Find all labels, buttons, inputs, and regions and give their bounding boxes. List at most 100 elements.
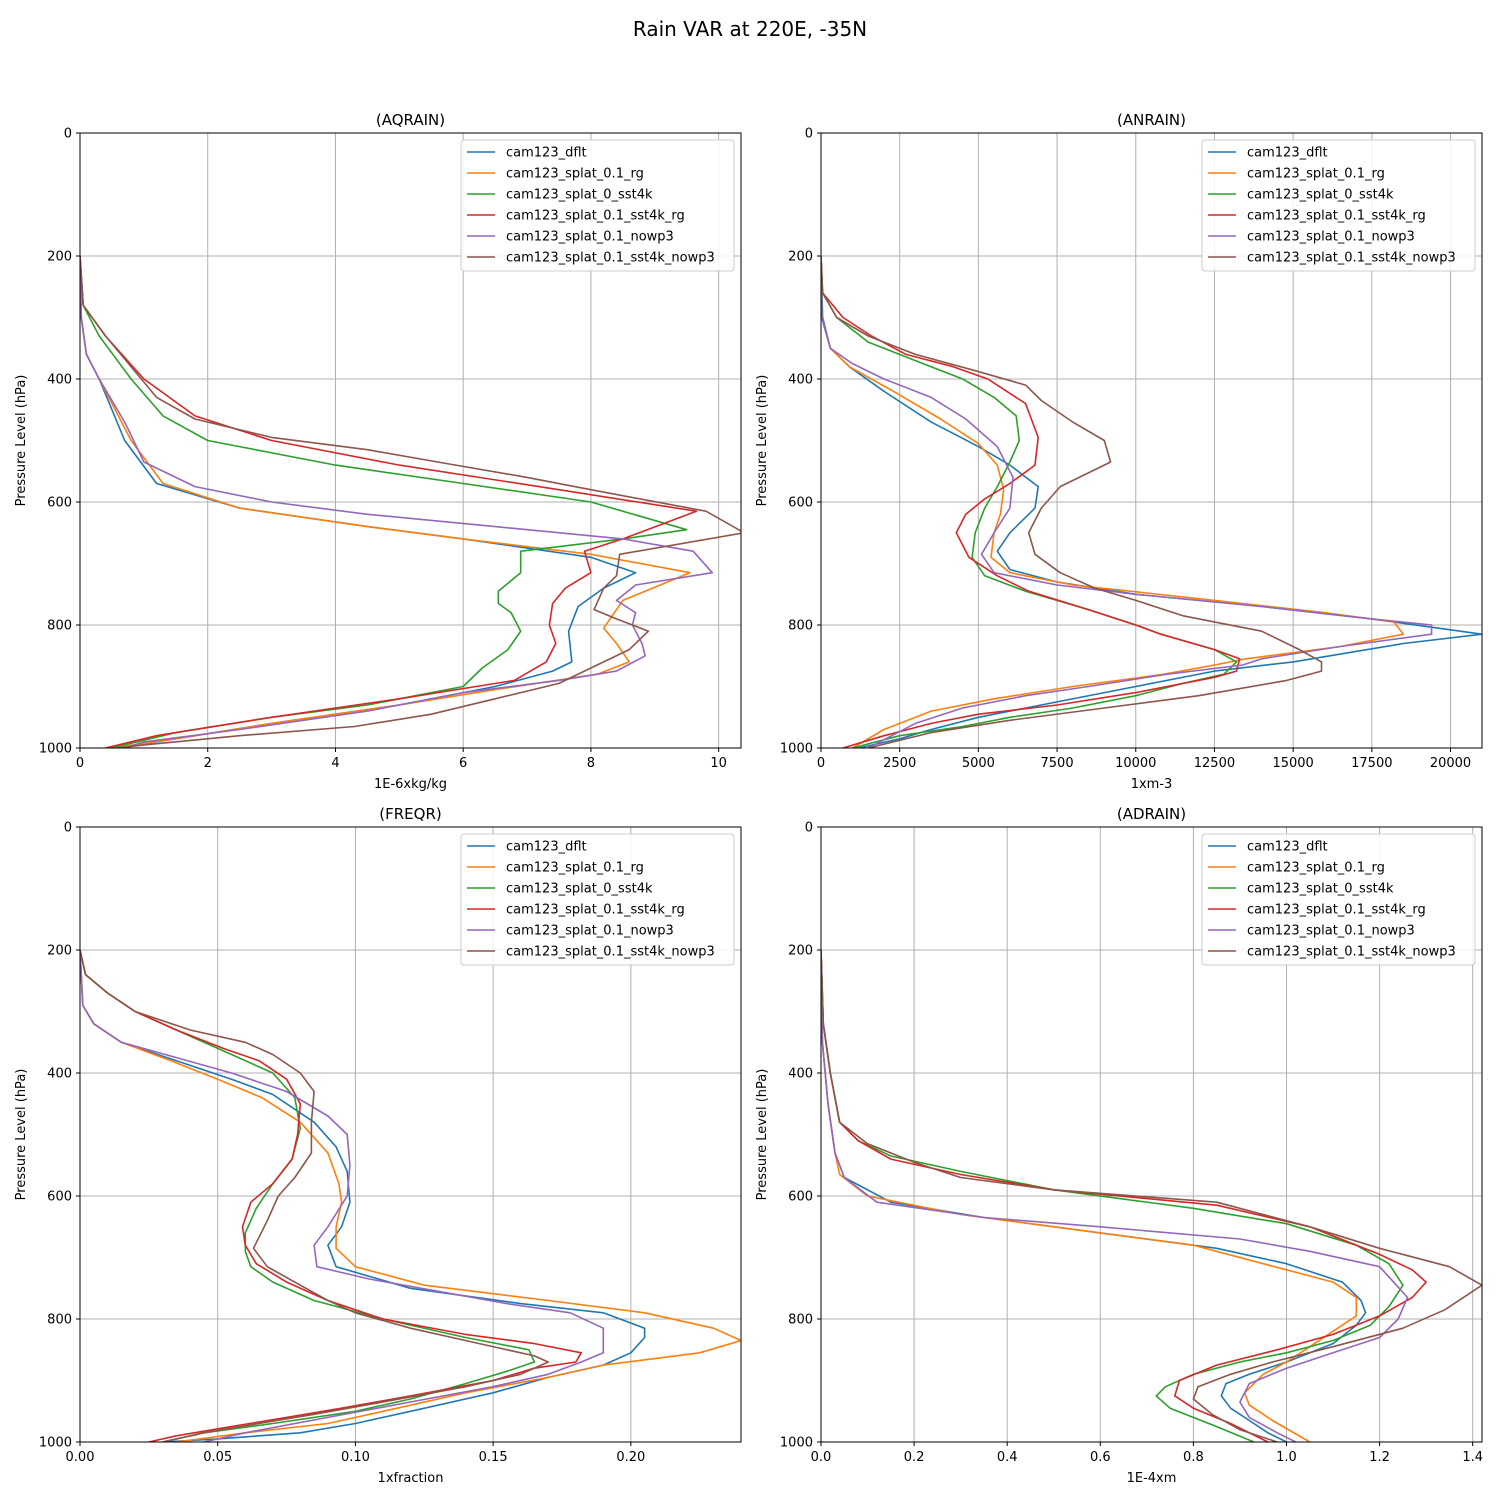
series-line-4 bbox=[821, 255, 1241, 748]
y-tick-label: 1000 bbox=[780, 742, 813, 757]
y-tick-label: 0 bbox=[64, 127, 72, 142]
x-tick-label: 1.2 bbox=[1369, 1450, 1390, 1465]
subplot-title: (AQRAIN) bbox=[376, 111, 445, 129]
x-tick-label: 0.0 bbox=[811, 1450, 832, 1465]
y-tick-label: 1000 bbox=[39, 742, 72, 757]
series-line-3 bbox=[821, 255, 1238, 748]
x-tick-label: 10000 bbox=[1115, 756, 1156, 771]
x-tick-label: 4 bbox=[331, 756, 339, 771]
x-tick-label: 0.8 bbox=[1183, 1450, 1204, 1465]
y-tick-label: 1000 bbox=[780, 1436, 813, 1451]
legend: cam123_dflt cam123_splat_0.1_rg cam123_spl… bbox=[1201, 139, 1476, 272]
y-tick-label: 800 bbox=[788, 619, 813, 634]
y-axis-label: Pressure Level (hPa) bbox=[14, 375, 29, 507]
x-tick-label: 0.4 bbox=[997, 1450, 1018, 1465]
legend-box bbox=[460, 833, 735, 966]
series-line-4 bbox=[80, 255, 698, 748]
subplot-title: (ANRAIN) bbox=[1117, 111, 1186, 129]
y-tick-label: 1000 bbox=[39, 1436, 72, 1451]
y-tick-label: 200 bbox=[788, 944, 813, 959]
x-tick-label: 0.2 bbox=[904, 1450, 925, 1465]
y-tick-label: 400 bbox=[47, 373, 72, 388]
plot-frame bbox=[820, 132, 1483, 749]
series-line-5 bbox=[821, 949, 1409, 1442]
legend: cam123_dflt cam123_splat_0.1_rg cam123_spl… bbox=[460, 139, 735, 272]
legend-label: cam123_dflt bbox=[506, 840, 587, 855]
x-tick-label: 0.00 bbox=[66, 1450, 95, 1465]
y-tick-label: 0 bbox=[64, 821, 72, 836]
y-tick-label: 600 bbox=[788, 496, 813, 511]
legend-label: cam123_dflt bbox=[1247, 146, 1328, 161]
y-tick-label: 200 bbox=[47, 250, 72, 265]
x-tick-label: 8 bbox=[587, 756, 595, 771]
subplot-4: 0.0 0.2 0.4 0.6 0.8 1.0 1.2 1.4 0 200 400 600 800 100… bbox=[755, 805, 1483, 1486]
subplot-title: (ADRAIN) bbox=[1117, 805, 1186, 823]
legend-label: cam123_splat_0.1_nowp3 bbox=[506, 924, 674, 939]
y-tick-label: 600 bbox=[47, 496, 72, 511]
legend-label: cam123_splat_0.1_sst4k_rg bbox=[506, 209, 685, 224]
plot-frame bbox=[820, 826, 1483, 1443]
y-tick-label: 600 bbox=[788, 1190, 813, 1205]
series-line-4 bbox=[80, 949, 583, 1442]
legend-label: cam123_splat_0.1_sst4k_nowp3 bbox=[506, 251, 715, 266]
legend-box bbox=[1201, 833, 1476, 966]
y-tick-label: 400 bbox=[788, 1067, 813, 1082]
legend: cam123_dflt cam123_splat_0.1_rg cam123_spl… bbox=[1201, 833, 1476, 966]
series-line-3 bbox=[80, 255, 688, 748]
series-line-6 bbox=[821, 949, 1482, 1442]
legend-label: cam123_splat_0.1_rg bbox=[506, 167, 644, 182]
legend-label: cam123_splat_0.1_nowp3 bbox=[1247, 230, 1415, 245]
x-tick-label: 0.05 bbox=[203, 1450, 232, 1465]
y-tick-label: 200 bbox=[788, 250, 813, 265]
x-tick-label: 2500 bbox=[883, 756, 916, 771]
series-line-5 bbox=[821, 255, 1433, 748]
x-tick-label: 20000 bbox=[1430, 756, 1471, 771]
x-tick-label: 7500 bbox=[1041, 756, 1074, 771]
y-tick-label: 800 bbox=[47, 1313, 72, 1328]
x-tick-label: 0 bbox=[76, 756, 84, 771]
y-tick-label: 200 bbox=[47, 944, 72, 959]
legend-label: cam123_splat_0_sst4k bbox=[1247, 882, 1394, 897]
legend-label: cam123_dflt bbox=[1247, 840, 1328, 855]
series-line-2 bbox=[821, 949, 1358, 1442]
legend-label: cam123_splat_0.1_sst4k_nowp3 bbox=[1247, 251, 1456, 266]
legend-label: cam123_splat_0.1_sst4k_nowp3 bbox=[1247, 945, 1456, 960]
y-tick-label: 800 bbox=[47, 619, 72, 634]
x-tick-label: 0.15 bbox=[479, 1450, 508, 1465]
figure-title: Rain VAR at 220E, -35N bbox=[633, 17, 867, 41]
x-tick-label: 10 bbox=[710, 756, 727, 771]
x-axis-label: 1xfraction bbox=[378, 1471, 444, 1486]
legend-label: cam123_splat_0.1_rg bbox=[1247, 861, 1385, 876]
legend-label: cam123_splat_0_sst4k bbox=[1247, 188, 1394, 203]
legend-label: cam123_dflt bbox=[506, 146, 587, 161]
series-line-2 bbox=[821, 255, 1405, 748]
x-tick-label: 0 bbox=[817, 756, 825, 771]
x-tick-label: 0.6 bbox=[1090, 1450, 1111, 1465]
y-tick-label: 400 bbox=[47, 1067, 72, 1082]
legend-box bbox=[1201, 139, 1476, 272]
series-line-6 bbox=[80, 949, 549, 1442]
legend-label: cam123_splat_0_sst4k bbox=[506, 188, 653, 203]
legend-label: cam123_splat_0.1_nowp3 bbox=[1247, 924, 1415, 939]
series-line-6 bbox=[821, 255, 1323, 748]
x-tick-label: 12500 bbox=[1194, 756, 1235, 771]
legend-box bbox=[460, 139, 735, 272]
series-line-5 bbox=[80, 255, 714, 748]
legend: cam123_dflt cam123_splat_0.1_rg cam123_spl… bbox=[460, 833, 735, 966]
subplot-title: (FREQR) bbox=[379, 805, 441, 823]
x-axis-label: 1E-6xkg/kg bbox=[374, 777, 447, 792]
y-tick-label: 400 bbox=[788, 373, 813, 388]
legend-label: cam123_splat_0.1_sst4k_rg bbox=[1247, 209, 1426, 224]
y-axis-label: Pressure Level (hPa) bbox=[14, 1069, 29, 1201]
legend-label: cam123_splat_0.1_rg bbox=[506, 861, 644, 876]
subplot-3: 0.00 0.05 0.10 0.15 0.20 0 200 400 600 800 1000 (FR… bbox=[14, 805, 742, 1486]
x-axis-label: 1xm-3 bbox=[1131, 777, 1173, 792]
plot-frame bbox=[79, 826, 742, 1443]
subplot-2: 0 2500 5000 7500 10000 12500 15000 17500 20000 0 2… bbox=[755, 111, 1483, 792]
legend-label: cam123_splat_0.1_rg bbox=[1247, 167, 1385, 182]
x-axis-label: 1E-4xm bbox=[1127, 1471, 1177, 1486]
y-tick-label: 0 bbox=[805, 127, 813, 142]
x-tick-label: 1.4 bbox=[1462, 1450, 1483, 1465]
series-line-2 bbox=[80, 255, 691, 748]
